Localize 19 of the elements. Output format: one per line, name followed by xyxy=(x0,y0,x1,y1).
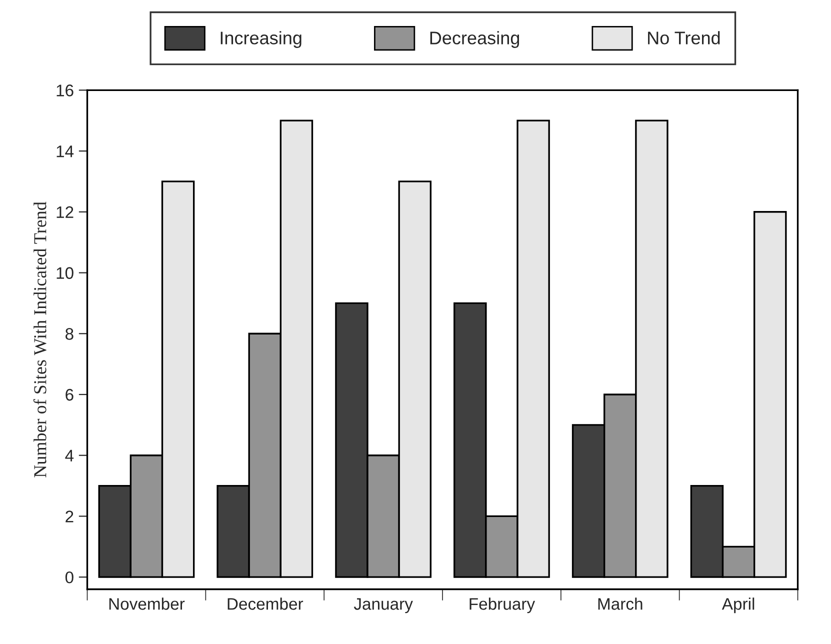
y-tick-label: 12 xyxy=(56,206,74,218)
x-tick-label: November xyxy=(109,598,185,610)
y-axis-title: Number of Sites With Indicated Trend xyxy=(33,202,46,478)
y-tick-label: 4 xyxy=(65,450,74,462)
x-tick-label: January xyxy=(354,598,413,614)
x-tick-label: December xyxy=(228,598,304,610)
legend-label: Decreasing xyxy=(430,31,520,48)
y-tick-label: 8 xyxy=(66,328,74,340)
legend-label: Increasing xyxy=(220,31,302,48)
x-tick-label: February xyxy=(470,598,536,614)
y-tick-label: 0 xyxy=(65,571,74,584)
x-tick-label: April xyxy=(722,598,754,614)
y-tick-label: 10 xyxy=(56,267,74,279)
y-tick-label: 14 xyxy=(56,146,74,158)
y-tick-label: 16 xyxy=(56,84,74,96)
legend-label: No Trend xyxy=(648,31,720,44)
x-tick-label: March xyxy=(598,598,642,610)
y-tick-label: 2 xyxy=(66,510,74,522)
y-tick-label: 6 xyxy=(66,388,74,401)
